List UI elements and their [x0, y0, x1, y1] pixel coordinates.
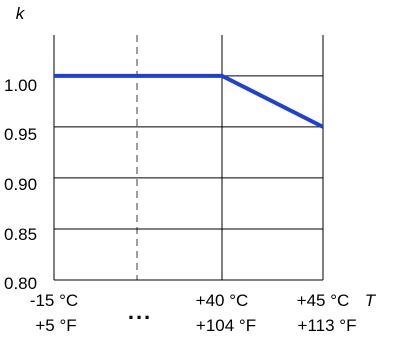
- x-tick-label-fahrenheit: +5 °F: [35, 316, 76, 335]
- x-tick-label-celsius: -15 °C: [30, 291, 78, 310]
- y-tick-label: 0.95: [4, 125, 37, 144]
- series-line: [54, 76, 323, 127]
- x-tick-label-celsius: +45 °C: [297, 291, 350, 310]
- y-tick-label: 0.85: [4, 225, 37, 244]
- y-tick-label: 0.90: [4, 175, 37, 194]
- x-tick-label-fahrenheit: +113 °F: [298, 316, 357, 335]
- x-axis-label: T: [365, 291, 377, 310]
- x-tick-label-celsius: +40 °C: [196, 291, 249, 310]
- x-axis-break-ellipsis: ...: [128, 299, 152, 324]
- y-tick-label: 1.00: [4, 76, 37, 95]
- x-tick-label-fahrenheit: +104 °F: [196, 316, 256, 335]
- y-axis-label: k: [16, 4, 26, 23]
